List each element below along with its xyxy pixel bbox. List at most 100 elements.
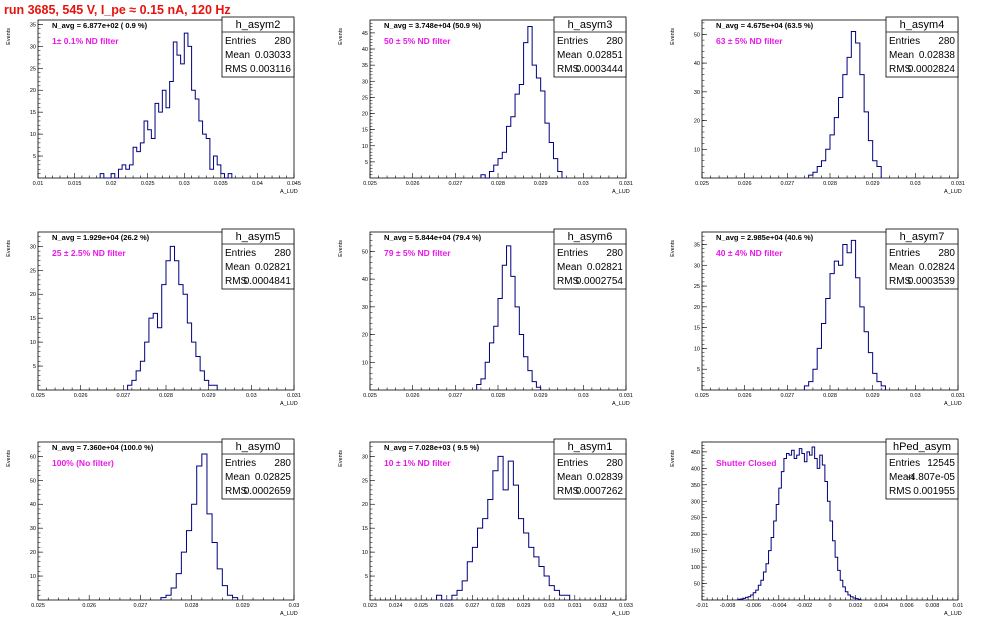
- x-tick-label: 0.015: [68, 181, 82, 187]
- x-tick-label: 0.03: [910, 181, 921, 187]
- histogram-bin: [176, 574, 181, 600]
- stats-label-rms: RMS: [225, 276, 248, 287]
- histogram-bin: [133, 147, 137, 178]
- x-tick-label: 0.025: [31, 393, 45, 399]
- histogram-bin: [498, 456, 503, 600]
- histogram-line: [127, 245, 218, 390]
- histogram-bin: [860, 75, 864, 178]
- histogram-bin: [524, 43, 528, 178]
- x-tick-label: 0.01: [33, 181, 44, 187]
- histogram-bin: [192, 504, 197, 600]
- histogram-bin: [494, 326, 498, 390]
- x-tick-label: 0.01: [953, 603, 964, 609]
- x-tick-label: 0.029: [236, 603, 250, 609]
- histogram-bin: [481, 379, 485, 390]
- histogram-bin: [489, 343, 493, 390]
- stats-name: h_asym1: [568, 441, 613, 453]
- histogram-bin: [822, 465, 825, 600]
- histogram-bin: [813, 172, 817, 178]
- x-tick-label: 0.03: [179, 181, 190, 187]
- histogram-bin: [847, 253, 851, 390]
- stats-name: h_asym3: [568, 19, 613, 31]
- y-tick-label: 25: [362, 95, 368, 101]
- stats-label-mean: Mean: [557, 262, 582, 273]
- y-tick-label: 5: [697, 367, 700, 373]
- histogram-bin: [781, 472, 784, 600]
- histogram-bin: [860, 307, 864, 390]
- navg-label: N_avg = 6.877e+02 ( 0.9 %): [52, 21, 148, 30]
- y-tick-label: 30: [30, 44, 36, 50]
- histogram-bin: [162, 90, 166, 178]
- x-tick-label: 0.03: [578, 181, 589, 187]
- y-tick-label: 10: [362, 360, 368, 366]
- histogram-bin: [511, 117, 515, 178]
- y-tick-label: 35: [362, 63, 368, 69]
- y-tick-label: 50: [30, 478, 36, 484]
- histogram-bin: [477, 384, 481, 390]
- x-tick-label: 0.027: [134, 603, 148, 609]
- y-tick-label: 20: [694, 119, 700, 125]
- x-tick-label: 0.004: [874, 603, 888, 609]
- histogram-bin: [192, 90, 196, 178]
- stats-name: h_asym7: [900, 231, 945, 243]
- x-tick-label: 0.028: [159, 393, 173, 399]
- histogram-bin: [187, 323, 191, 390]
- histogram-bin: [532, 382, 536, 390]
- histogram-bin: [856, 278, 860, 390]
- histogram-line: [476, 245, 542, 390]
- histogram-bin: [839, 98, 843, 178]
- x-tick-label: 0.027: [780, 181, 794, 187]
- x-tick-label: 0.03: [246, 393, 257, 399]
- y-tick-label: 20: [362, 333, 368, 339]
- x-tick-label: 0.028: [491, 603, 505, 609]
- histogram-bin: [175, 261, 179, 390]
- y-tick-label: 10: [694, 147, 700, 153]
- filter-label: 100% (No filter): [52, 458, 114, 468]
- histogram-bin: [214, 156, 218, 178]
- stats-value-rms: 0.0007262: [576, 486, 624, 497]
- histogram-bin: [810, 455, 813, 600]
- stats-box: [221, 16, 295, 78]
- stats-label-entries: Entries: [225, 248, 256, 259]
- x-tick-label: 0.035: [214, 181, 228, 187]
- histogram-bin: [807, 452, 810, 600]
- stats-label-mean: Mean: [225, 472, 250, 483]
- histogram-bin: [462, 581, 467, 600]
- histogram-bin: [508, 461, 513, 600]
- x-tick-label: 0.028: [491, 393, 505, 399]
- stats-label-entries: Entries: [225, 458, 256, 469]
- x-tick-label: 0.032: [594, 603, 608, 609]
- histogram-bin: [478, 528, 483, 600]
- x-tick-label: 0.028: [823, 181, 837, 187]
- histogram-bin: [534, 557, 539, 600]
- x-tick-label: 0.023: [363, 603, 377, 609]
- histogram-bin: [519, 335, 523, 390]
- stats-value-entries: 280: [938, 248, 955, 259]
- y-axis-label: Events: [338, 28, 344, 45]
- y-tick-label: 10: [30, 340, 36, 346]
- stats-value-entries: 280: [274, 248, 291, 259]
- stats-name: h_asym0: [236, 441, 281, 453]
- stats-name: h_asym2: [236, 19, 281, 31]
- navg-label: N_avg = 4.675e+04 (63.5 %): [716, 21, 814, 30]
- histogram-bin: [519, 84, 523, 178]
- histogram-bin: [834, 261, 838, 390]
- stats-label-rms: RMS: [225, 486, 248, 497]
- histogram-bin: [498, 299, 502, 390]
- histogram-bin: [166, 261, 170, 390]
- x-tick-label: 0.026: [440, 603, 454, 609]
- stats-value-rms: 0.001955: [913, 486, 955, 497]
- histogram-bin: [856, 43, 860, 178]
- histogram-bin: [100, 174, 104, 178]
- y-axis-label: Events: [338, 240, 344, 257]
- histogram-bin: [503, 490, 508, 600]
- y-tick-label: 10: [362, 144, 368, 150]
- stats-value-rms: 0.0002754: [576, 276, 624, 287]
- histogram-bin: [200, 371, 204, 390]
- histogram-bin: [192, 342, 196, 390]
- histogram-bin: [813, 369, 817, 390]
- y-tick-label: 5: [33, 364, 36, 370]
- histogram-bin: [199, 121, 203, 178]
- x-tick-label: 0.045: [287, 181, 301, 187]
- stats-label-mean: Mean: [889, 472, 914, 483]
